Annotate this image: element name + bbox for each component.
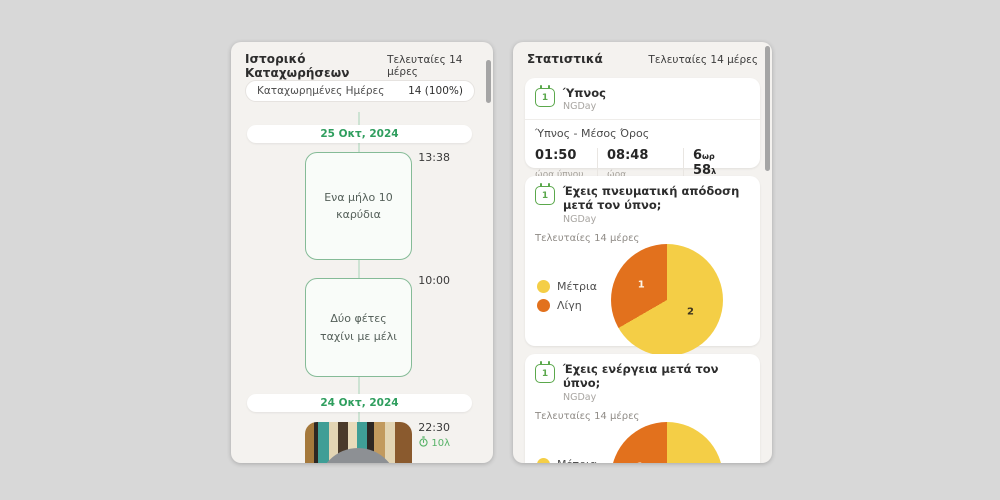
legend-item: Μέτρια	[537, 279, 597, 293]
calendar-day-icon: 1	[535, 361, 555, 383]
timer-icon	[418, 436, 429, 450]
calendar-day-icon: 1	[535, 183, 555, 205]
entry-time: 10:00	[418, 274, 450, 287]
entry-time: 13:38	[418, 151, 450, 164]
date-group-badge: 24 Οκτ, 2024	[247, 394, 472, 412]
entries-timeline: 25 Οκτ, 2024 Ενα μήλο 10 καρύδια 13:38 Δ…	[231, 112, 493, 463]
energy-card[interactable]: 1 Έχεις ενέργεια μετά τον ύπνο; NGDay Τε…	[525, 354, 760, 463]
entry-duration-badge: 10λ	[418, 436, 450, 450]
pie-legend: Μέτρια Λίγη	[537, 279, 597, 312]
mental-performance-card[interactable]: 1 Έχεις πνευματική απόδοση μετά τον ύπνο…	[525, 176, 760, 356]
sleep-card-title: Ύπνος	[563, 86, 606, 100]
sleep-time-value: 01:50	[535, 148, 577, 164]
calendar-day-icon: 1	[535, 85, 555, 107]
card-title: Έχεις πνευματική απόδοση μετά τον ύπνο;	[563, 184, 740, 213]
card-title: Έχεις ενέργεια μετά τον ύπνο;	[563, 362, 719, 391]
date-group-badge: 25 Οκτ, 2024	[247, 125, 472, 143]
wake-time-value: 08:48	[607, 148, 649, 164]
statistics-panel: Στατιστικά Τελευταίες 14 μέρες 1 Ύπνος N…	[513, 42, 772, 463]
card-source: NGDay	[563, 213, 597, 225]
sleep-duration-value: 6ωρ 58λ	[693, 148, 717, 179]
card-head: 1 Έχεις ενέργεια μετά τον ύπνο; NGDay	[535, 361, 750, 403]
sleep-card-source: NGDay	[563, 101, 597, 113]
sleep-card-head: 1 Ύπνος NGDay	[535, 85, 750, 113]
sleep-time-metric: 01:50 ώρα ύπνου	[535, 148, 597, 205]
meal-plate-image	[318, 448, 398, 463]
entry-card[interactable]: Δύο φέτες ταχίνι με μέλι	[305, 278, 412, 377]
entry-duration-text: 10λ	[431, 437, 450, 449]
legend-item: Λίγη	[537, 298, 597, 312]
statistics-period-selector[interactable]: Τελευταίες 14 μέρες	[648, 54, 758, 66]
logged-days-label: Καταχωρημένες Ημέρες	[257, 85, 385, 97]
entry-card[interactable]: Ενα μήλο 10 καρύδια	[305, 152, 412, 260]
statistics-title: Στατιστικά	[527, 52, 603, 66]
card-period: Τελευταίες 14 μέρες	[535, 232, 640, 244]
statistics-scrollbar[interactable]	[765, 46, 770, 171]
history-period-selector[interactable]: Τελευταίες 14 μέρες	[387, 54, 463, 78]
pie-chart: 1 1	[611, 421, 723, 463]
pie-slice-value: 1	[637, 461, 644, 463]
history-title: Ιστορικό Καταχωρήσεων	[245, 52, 350, 80]
logged-days-summary: Καταχωρημένες Ημέρες 14 (100%)	[245, 80, 475, 102]
pie-chart-area: Μέτρια Λίγη 1 1	[535, 421, 750, 463]
pie-chart: 1 2	[611, 243, 723, 356]
pie-chart-area: Μέτρια Λίγη 1 2	[535, 243, 750, 362]
meal-photo[interactable]	[305, 422, 412, 463]
pie-slice-value: 2	[687, 306, 694, 318]
sleep-time-label: ώρα ύπνου	[535, 170, 589, 180]
legend-dot-yellow	[537, 457, 550, 463]
statistics-header: Στατιστικά Τελευταίες 14 μέρες	[527, 52, 758, 66]
pie-legend: Μέτρια Λίγη	[537, 457, 597, 463]
entry-time: 22:30	[418, 421, 450, 434]
pie-slice-value: 1	[637, 279, 645, 291]
legend-dot-orange	[537, 298, 550, 312]
divider	[525, 119, 760, 121]
history-header: Ιστορικό Καταχωρήσεων Τελευταίες 14 μέρε…	[245, 52, 479, 80]
legend-dot-yellow	[537, 279, 550, 293]
card-period: Τελευταίες 14 μέρες	[535, 410, 640, 422]
card-source: NGDay	[563, 391, 597, 403]
legend-item: Μέτρια	[537, 457, 597, 463]
logged-days-value: 14 (100%)	[408, 85, 463, 97]
sleep-stats-card[interactable]: 1 Ύπνος NGDay Ύπνος - Μέσος Όρος 01:50 ώ…	[525, 78, 760, 206]
sleep-average-subtitle: Ύπνος - Μέσος Όρος	[535, 127, 650, 141]
history-scrollbar[interactable]	[486, 60, 491, 103]
history-panel: Ιστορικό Καταχωρήσεων Τελευταίες 14 μέρε…	[231, 42, 493, 463]
card-head: 1 Έχεις πνευματική απόδοση μετά τον ύπνο…	[535, 183, 750, 225]
